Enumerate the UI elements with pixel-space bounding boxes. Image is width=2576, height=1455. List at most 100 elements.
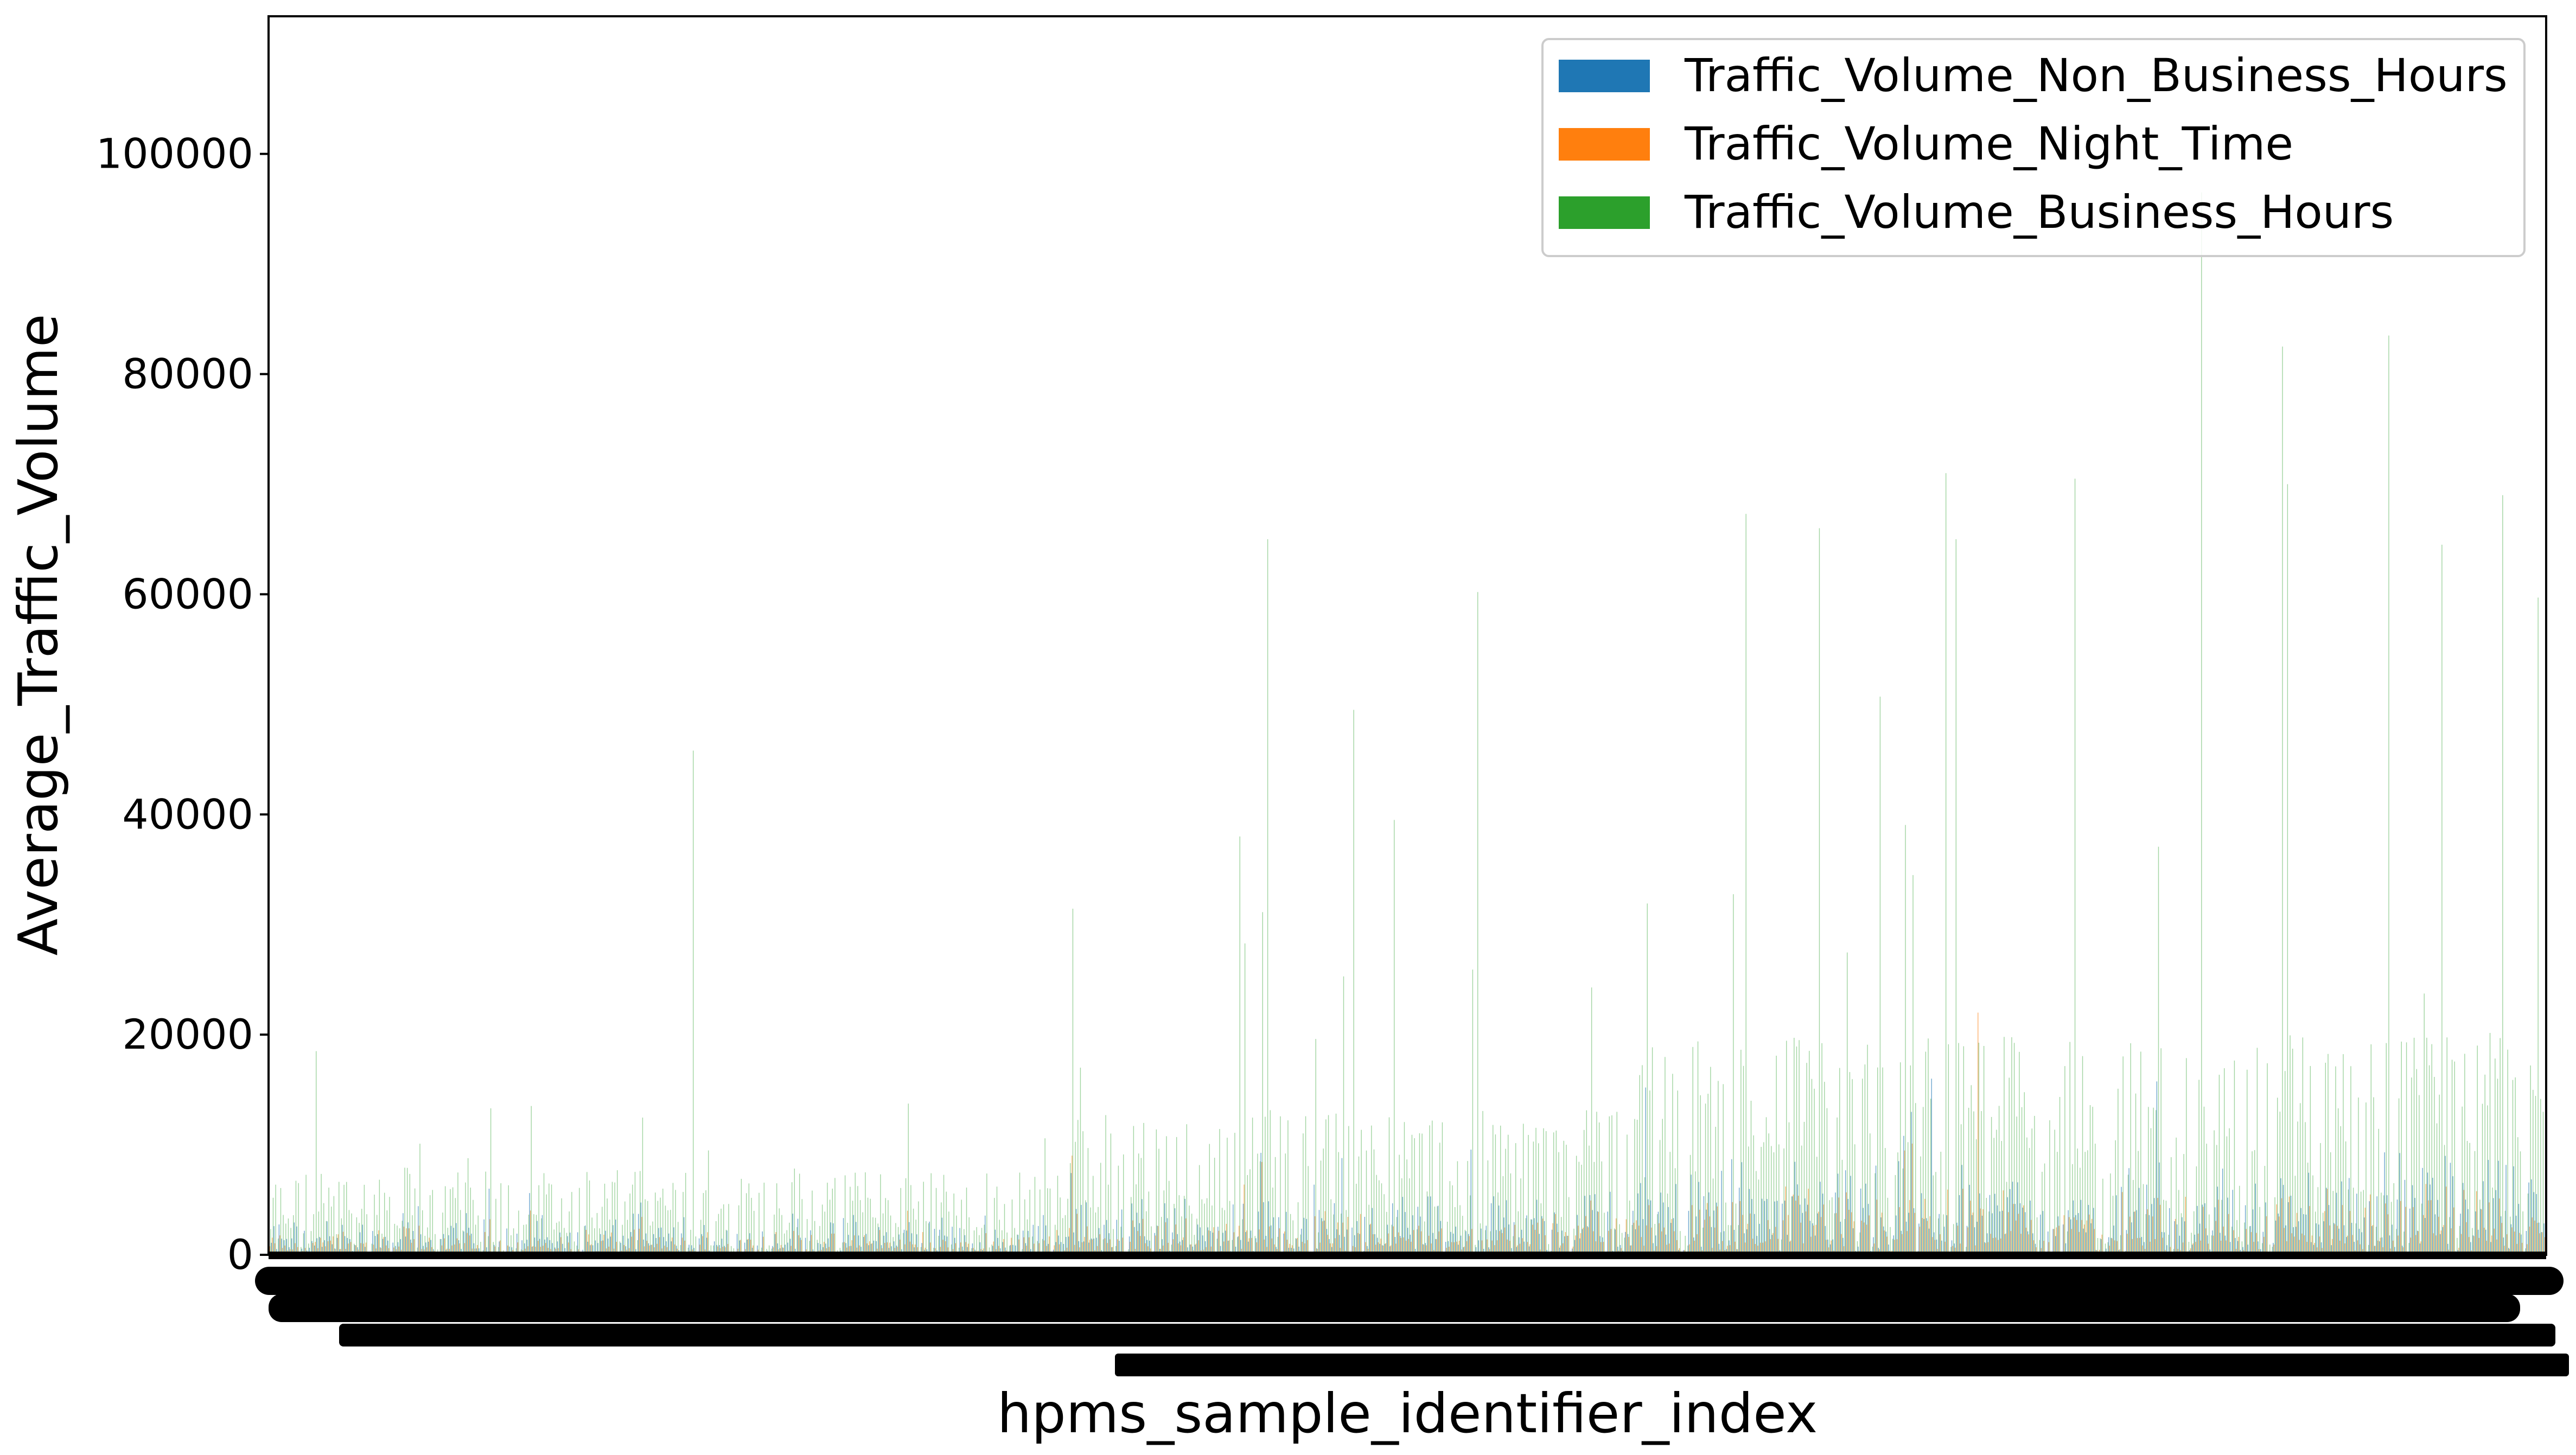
bar [2287, 484, 2288, 1255]
bar [571, 1192, 572, 1255]
bar [1663, 1227, 1665, 1255]
bar [382, 1239, 384, 1255]
bar [1339, 1235, 1340, 1255]
bar [2424, 993, 2425, 1255]
bar [1548, 1244, 1550, 1255]
bar [490, 1108, 492, 1255]
bar [1969, 1185, 1970, 1255]
bar [2494, 1228, 2495, 1255]
bar [2238, 1236, 2239, 1255]
bar [1260, 1153, 1261, 1255]
bar [1850, 1176, 1851, 1255]
bar [1357, 1233, 1359, 1255]
bar [1447, 1221, 1448, 1255]
bar [1999, 1211, 2000, 1255]
bar [331, 1244, 333, 1255]
bar [1370, 1223, 1371, 1255]
bar [350, 1242, 352, 1255]
bar [1641, 1237, 1642, 1255]
bar [1439, 1143, 1440, 1255]
bar [1667, 1194, 1668, 1255]
bar [2008, 1077, 2010, 1255]
bar [1918, 1223, 1920, 1255]
bar [1649, 1090, 1650, 1255]
bar [535, 1215, 537, 1255]
bar [2081, 1220, 2082, 1255]
bar [2227, 1197, 2228, 1255]
bar [998, 1246, 999, 1255]
bar [1624, 1237, 1625, 1255]
bar [659, 1237, 660, 1255]
bar [863, 1237, 864, 1255]
bar [2142, 1245, 2143, 1255]
bar [671, 1241, 672, 1255]
bar [1220, 1246, 1221, 1255]
bar [1628, 1237, 1629, 1255]
bar [665, 1205, 666, 1255]
bar [2358, 1229, 2360, 1255]
bar [556, 1222, 557, 1255]
bar [378, 1230, 379, 1255]
bar [1936, 1239, 1937, 1255]
bar [1995, 1237, 1997, 1255]
bar [398, 1246, 399, 1255]
bar [616, 1241, 617, 1255]
bar [740, 1240, 741, 1255]
bar [981, 1228, 983, 1255]
bar [2174, 1221, 2175, 1255]
bar [329, 1236, 330, 1255]
bar [1769, 1229, 1770, 1255]
bar [1435, 1239, 1436, 1255]
bar [2428, 1065, 2430, 1255]
bar [629, 1193, 630, 1255]
bar [627, 1220, 628, 1255]
legend-label: Traffic_Volume_Night_Time [1684, 117, 2293, 170]
bar [1818, 1211, 1819, 1255]
bar [1974, 1227, 1975, 1255]
bar [484, 1231, 486, 1255]
bar [2102, 1178, 2103, 1255]
bar [2026, 1137, 2027, 1255]
bar [314, 1245, 315, 1255]
bar [2409, 1208, 2411, 1255]
bar [720, 1208, 722, 1255]
legend-label: Traffic_Volume_Business_Hours [1684, 186, 2394, 239]
bar [878, 1227, 879, 1255]
bar [1179, 1241, 1181, 1255]
bar [1745, 514, 1746, 1255]
bar [1266, 1247, 1267, 1255]
bar [271, 1242, 272, 1255]
bar [1631, 1225, 1633, 1255]
bar [971, 1248, 972, 1255]
bar [594, 1228, 595, 1255]
bar [1308, 1166, 1309, 1255]
bar [1242, 1203, 1244, 1255]
bar [2482, 1103, 2483, 1255]
bar [1602, 1237, 1603, 1255]
bar [486, 1247, 487, 1255]
bar [2196, 1166, 2197, 1255]
bar [1445, 1242, 1446, 1255]
bar [1442, 1122, 1443, 1255]
bar [1161, 1217, 1162, 1255]
bar [1067, 1198, 1068, 1255]
bar [2363, 1190, 2364, 1255]
bar [1289, 1243, 1290, 1255]
bar [2032, 1233, 2033, 1255]
bar [1645, 1087, 1646, 1255]
bar [1878, 1248, 1879, 1255]
bar [1962, 1189, 1963, 1255]
bar [1404, 1122, 1405, 1255]
x-axis-label: hpms_sample_identifier_index [997, 1382, 1818, 1445]
bar [2396, 1199, 2398, 1255]
bar [515, 1248, 517, 1255]
bar [1812, 1223, 1813, 1255]
bar [311, 1241, 313, 1255]
bar [1029, 1189, 1030, 1255]
bar [869, 1241, 870, 1255]
bar [2470, 1242, 2471, 1255]
bar [2245, 1205, 2246, 1255]
bar [2233, 1230, 2234, 1255]
bar [1535, 1127, 1536, 1255]
bar [1758, 1179, 1759, 1255]
